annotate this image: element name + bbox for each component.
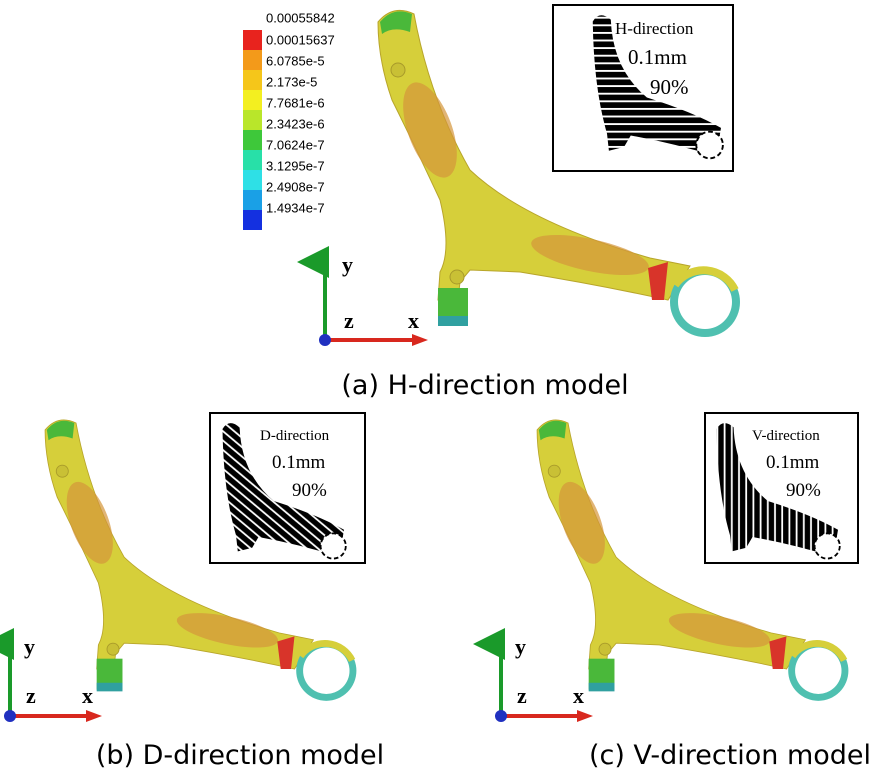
axis-label: y: [24, 634, 35, 659]
axis-label: z: [517, 683, 527, 708]
axis-label: x: [573, 683, 584, 708]
axis-label: y: [342, 252, 353, 277]
legend-swatch: [243, 30, 262, 50]
legend-label: 3.1295e-7: [266, 158, 325, 173]
legend-swatch: [243, 210, 262, 230]
legend-swatch: [243, 130, 262, 150]
axis-label: x: [82, 683, 93, 708]
legend-swatch: [243, 150, 262, 170]
inset-ratio: 90%: [786, 480, 821, 501]
panel-caption: (b) D-direction model: [96, 740, 384, 771]
axis-triad: y z x: [473, 628, 593, 722]
legend-swatch: [243, 170, 262, 190]
legend-swatch: [243, 110, 262, 130]
inset-ratio: 90%: [650, 75, 689, 99]
inset-thickness: 0.1mm: [766, 452, 820, 473]
inset-thickness: 0.1mm: [628, 45, 687, 69]
legend-label: 7.0624e-7: [266, 137, 325, 152]
inset-ratio: 90%: [292, 480, 327, 501]
legend-swatch: [243, 190, 262, 210]
legend-label: 6.0785e-5: [266, 53, 325, 68]
color-legend: 0.00055842 0.00015637 6.0785e-5 2.173e-5…: [243, 10, 335, 230]
inset-direction: H-direction: [615, 19, 694, 38]
inset-direction: V-direction: [752, 428, 820, 444]
legend-label: 7.7681e-6: [266, 95, 325, 110]
legend-label: 0.00015637: [266, 32, 335, 47]
legend-label: 2.173e-5: [266, 74, 317, 89]
legend-label: 2.3423e-6: [266, 116, 325, 131]
axis-label: x: [408, 308, 419, 333]
panel-caption: (c) V-direction model: [589, 740, 871, 771]
axis-label: z: [344, 308, 354, 333]
axis-label: y: [515, 634, 526, 659]
axis-triad: y z x: [0, 628, 102, 722]
inset-thickness: 0.1mm: [272, 452, 326, 473]
panel-caption: (a) H-direction model: [341, 370, 628, 401]
legend-swatch: [243, 70, 262, 90]
inset-direction: D-direction: [260, 428, 330, 444]
axis-triad: y z x: [297, 246, 428, 346]
legend-swatch: [243, 90, 262, 110]
legend-label: 0.00055842: [266, 10, 335, 25]
legend-label: 2.4908e-7: [266, 179, 325, 194]
axis-label: z: [26, 683, 36, 708]
legend-swatch: [243, 50, 262, 70]
legend-label: 1.4934e-7: [266, 200, 325, 215]
